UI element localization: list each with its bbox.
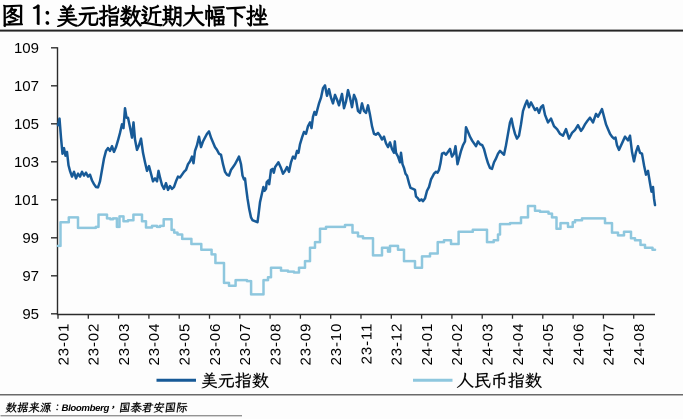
svg-text:23-04: 23-04 xyxy=(146,323,163,366)
svg-text:Bloomberg: Bloomberg xyxy=(62,403,110,414)
svg-text:24-02: 24-02 xyxy=(449,323,466,366)
svg-text:23-01: 23-01 xyxy=(55,323,72,366)
svg-text:103: 103 xyxy=(14,154,39,171)
svg-text:97: 97 xyxy=(22,268,39,285)
svg-text:23-05: 23-05 xyxy=(177,323,194,366)
svg-text:101: 101 xyxy=(14,192,39,209)
svg-text:23-09: 23-09 xyxy=(298,323,315,366)
svg-text:24-07: 24-07 xyxy=(601,323,618,366)
svg-text:23-06: 23-06 xyxy=(207,323,224,366)
svg-text:23-12: 23-12 xyxy=(389,323,406,366)
svg-text:24-03: 24-03 xyxy=(480,323,497,366)
svg-text:23-10: 23-10 xyxy=(328,323,345,366)
svg-text:23-03: 23-03 xyxy=(116,323,133,366)
svg-text:24-08: 24-08 xyxy=(631,323,648,366)
svg-text:24-01: 24-01 xyxy=(419,323,436,366)
svg-text:107: 107 xyxy=(14,78,39,95)
svg-text:105: 105 xyxy=(14,116,39,133)
svg-text:23-07: 23-07 xyxy=(237,323,254,366)
svg-text:24-06: 24-06 xyxy=(570,323,587,366)
svg-text:109: 109 xyxy=(14,40,39,57)
svg-text:24-05: 24-05 xyxy=(540,323,557,366)
svg-text:95: 95 xyxy=(22,306,39,323)
svg-text:24-04: 24-04 xyxy=(510,323,527,366)
svg-text:23-02: 23-02 xyxy=(86,323,103,366)
svg-text:23-08: 23-08 xyxy=(267,323,284,366)
svg-text:23-11: 23-11 xyxy=(358,323,375,365)
svg-text:99: 99 xyxy=(22,230,39,247)
